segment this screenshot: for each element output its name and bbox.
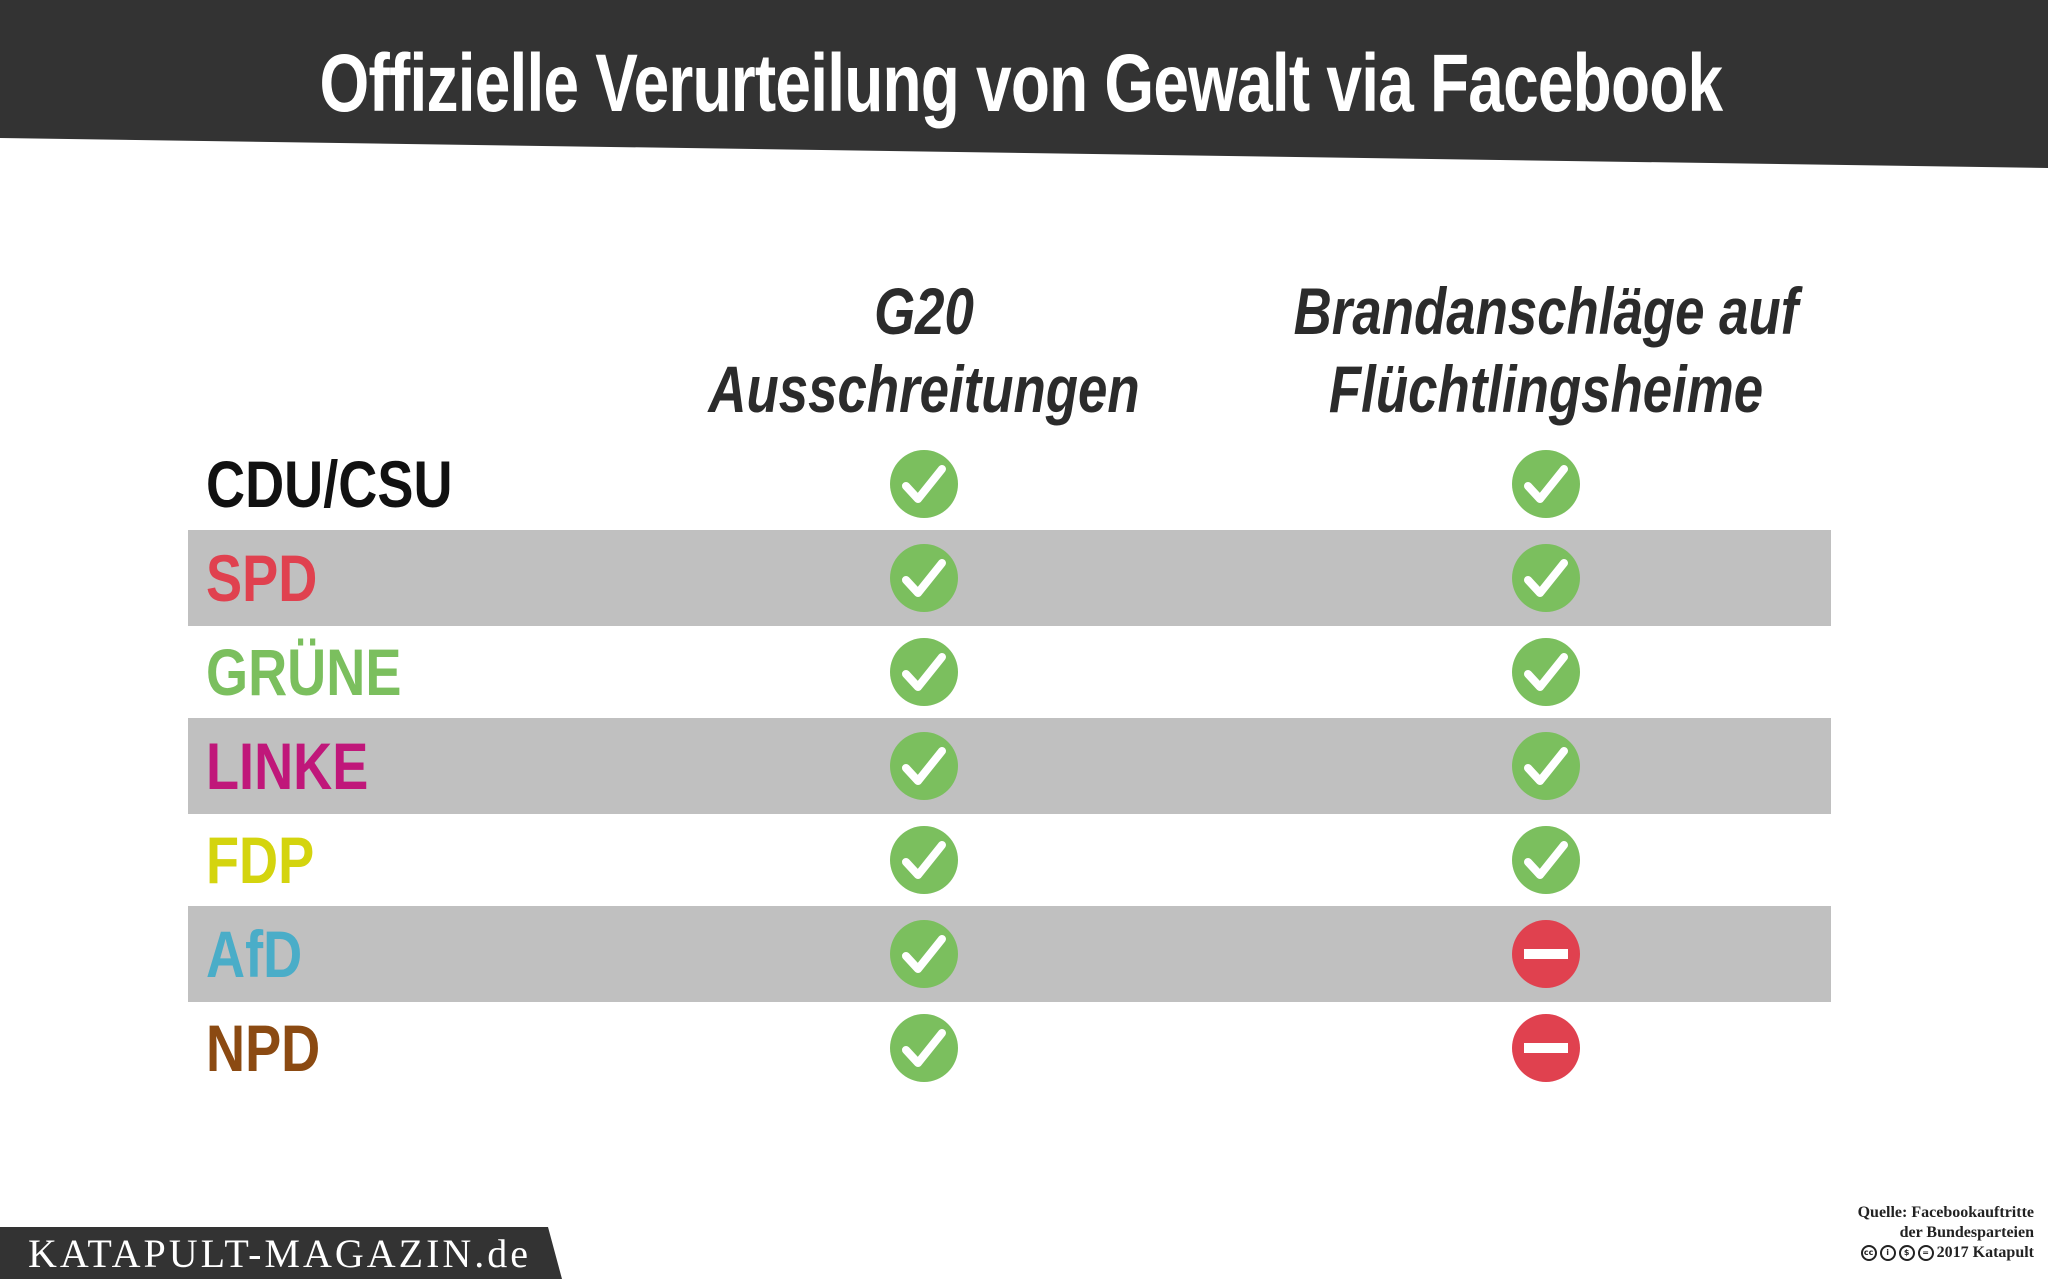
table-row: NPD <box>188 1000 1831 1096</box>
check-icon <box>889 1013 959 1083</box>
party-label: CDU/CSU <box>206 447 453 521</box>
check-icon <box>1511 637 1581 707</box>
column-header-line: Flüchtlingsheime <box>1328 352 1764 426</box>
source-line: Quelle: Facebookauftritte <box>1857 1204 2034 1221</box>
check-icon <box>1511 449 1581 519</box>
table-row: CDU/CSU <box>188 436 1831 532</box>
source-line: der Bundesparteien <box>1899 1224 2034 1241</box>
column-header-brandanschlaege: Brandanschläge auf Flüchtlingsheime <box>1226 272 1866 428</box>
cc-by-icon: i <box>1879 1245 1896 1261</box>
page-title: Offizielle Verurteilung von Gewalt via F… <box>319 38 1724 129</box>
table-row: FDP <box>188 812 1831 908</box>
column-header-line: G20 <box>874 274 974 348</box>
column-header-g20: G20 Ausschreitungen <box>604 272 1244 428</box>
table-row: GRÜNE <box>188 624 1831 720</box>
party-label: SPD <box>206 541 318 615</box>
check-icon <box>889 637 959 707</box>
party-label: NPD <box>206 1011 321 1085</box>
check-icon <box>889 825 959 895</box>
check-icon <box>889 731 959 801</box>
column-header-line: Ausschreitungen <box>708 352 1140 426</box>
license-line: cc i $ = 2017 Katapult <box>1858 1243 2034 1263</box>
party-label: FDP <box>206 823 315 897</box>
check-icon <box>1511 731 1581 801</box>
license-text: 2017 Katapult <box>1936 1244 2034 1261</box>
header-band <box>0 0 2048 168</box>
cc-icon: cc <box>1860 1245 1877 1261</box>
brand-banner <box>0 1227 562 1279</box>
brand-text: KATAPULT-MAGAZIN.de <box>28 1231 532 1276</box>
table-row: LINKE <box>188 718 1831 814</box>
cc-nd-icon: = <box>1917 1245 1934 1261</box>
column-header-line: Brandanschläge auf <box>1293 274 1799 348</box>
check-icon <box>1511 825 1581 895</box>
table-row: SPD <box>188 530 1831 626</box>
source-note: Quelle: Facebookauftritte der Bundespart… <box>1858 1203 2034 1263</box>
party-label: AfD <box>206 917 303 991</box>
cc-nc-icon: $ <box>1898 1245 1915 1261</box>
table-row: AfD <box>188 906 1831 1002</box>
check-icon <box>1511 543 1581 613</box>
no-entry-icon <box>1511 919 1581 989</box>
party-label: LINKE <box>206 729 369 803</box>
no-entry-icon <box>1511 1013 1581 1083</box>
check-icon <box>889 919 959 989</box>
check-icon <box>889 449 959 519</box>
party-label: GRÜNE <box>206 635 402 709</box>
check-icon <box>889 543 959 613</box>
